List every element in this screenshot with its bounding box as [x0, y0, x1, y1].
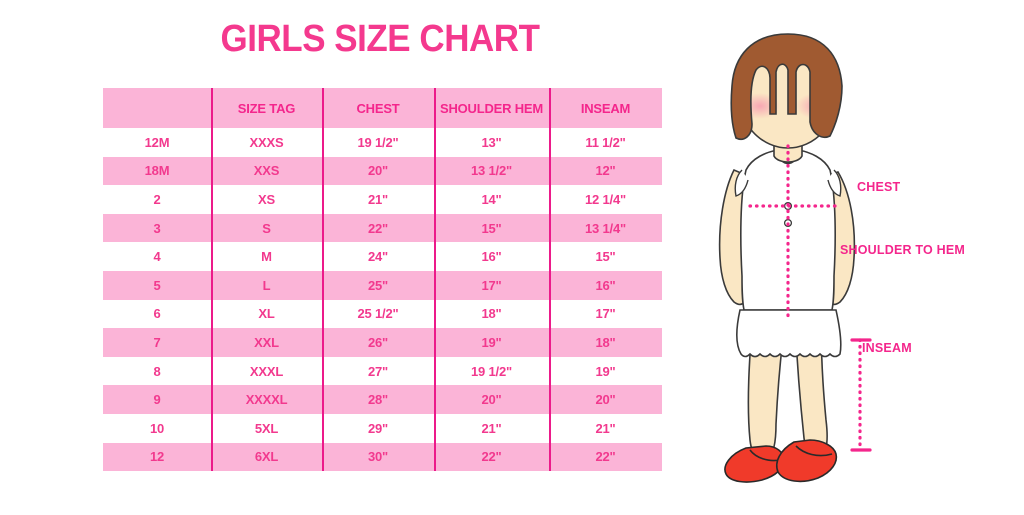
cell-size-tag: XS — [211, 185, 322, 214]
cell-chest: 21" — [322, 185, 434, 214]
column-header-chest: CHEST — [322, 88, 434, 128]
cell-size-tag: S — [211, 213, 322, 243]
cell-inseam: 21" — [549, 413, 662, 443]
table-row: 18M XXS 20" 13 1/2" 12" — [103, 156, 662, 186]
column-header-size — [103, 88, 211, 128]
cell-shoulder-hem: 14" — [434, 185, 549, 214]
cell-inseam: 18" — [549, 328, 662, 357]
cell-size-tag: XXS — [211, 156, 322, 186]
table-row: 3 S 22" 15" 13 1/4" — [103, 213, 662, 243]
cell-shoulder-hem: 16" — [434, 242, 549, 271]
table-row: 12 6XL 30" 22" 22" — [103, 442, 662, 472]
cell-inseam: 13 1/4" — [549, 213, 662, 243]
table-row: 12M XXXS 19 1/2" 13" 11 1/2" — [103, 128, 662, 157]
cell-size-tag: XXXL — [211, 356, 322, 386]
cell-shoulder-hem: 18" — [434, 299, 549, 329]
cell-inseam: 17" — [549, 299, 662, 329]
cell-chest: 22" — [322, 213, 434, 243]
cell-inseam: 12" — [549, 156, 662, 186]
cell-size-tag: L — [211, 270, 322, 300]
cell-size: 6 — [103, 299, 211, 329]
cell-size: 8 — [103, 356, 211, 386]
cell-inseam: 20" — [549, 385, 662, 414]
cell-size-tag: M — [211, 242, 322, 271]
cell-inseam: 16" — [549, 270, 662, 300]
cell-chest: 25" — [322, 270, 434, 300]
cell-size-tag: 6XL — [211, 442, 322, 472]
cell-size: 18M — [103, 156, 211, 186]
shoulder-hem-annotation-label: SHOULDER TO HEM — [840, 243, 965, 257]
table-body: 12M XXXS 19 1/2" 13" 11 1/2" 18M XXS 20" 13 1/2"… — [103, 128, 662, 472]
cell-shoulder-hem: 22" — [434, 442, 549, 472]
cell-size: 12M — [103, 128, 211, 157]
page-title: GIRLS SIZE CHART — [220, 18, 540, 60]
cell-shoulder-hem: 17" — [434, 270, 549, 300]
column-header-shoulder-hem: SHOULDER HEM — [434, 88, 549, 128]
cell-size: 4 — [103, 242, 211, 271]
table-row: 5 L 25" 17" 16" — [103, 270, 662, 300]
cell-size: 12 — [103, 442, 211, 472]
cell-shoulder-hem: 21" — [434, 413, 549, 443]
chest-annotation-label: CHEST — [857, 180, 901, 194]
cell-chest: 28" — [322, 385, 434, 414]
table-header: SIZE TAG CHEST SHOULDER HEM INSEAM — [103, 88, 662, 128]
table-row: 4 M 24" 16" 15" — [103, 242, 662, 271]
cell-size: 10 — [103, 413, 211, 443]
cell-chest: 29" — [322, 413, 434, 443]
inseam-end-caps — [850, 338, 872, 452]
cell-chest: 25 1/2" — [322, 299, 434, 329]
cell-shoulder-hem: 19 1/2" — [434, 356, 549, 386]
cell-shoulder-hem: 13" — [434, 128, 549, 157]
table-row: 9 XXXXL 28" 20" 20" — [103, 385, 662, 414]
table-row: 7 XXL 26" 19" 18" — [103, 328, 662, 357]
table-row: 10 5XL 29" 21" 21" — [103, 413, 662, 443]
cell-inseam: 22" — [549, 442, 662, 472]
cell-size-tag: XL — [211, 299, 322, 329]
size-chart-table: SIZE TAG CHEST SHOULDER HEM INSEAM 12M XX… — [103, 88, 662, 472]
cell-size-tag: XXXS — [211, 128, 322, 157]
cell-shoulder-hem: 19" — [434, 328, 549, 357]
cell-chest: 20" — [322, 156, 434, 186]
cell-shoulder-hem: 13 1/2" — [434, 156, 549, 186]
girl-figure-illustration — [690, 10, 1024, 510]
cell-inseam: 12 1/4" — [549, 185, 662, 214]
measurement-lines — [748, 144, 862, 452]
cell-inseam: 15" — [549, 242, 662, 271]
cell-inseam: 11 1/2" — [549, 128, 662, 157]
skirt — [735, 309, 842, 358]
cell-size: 7 — [103, 328, 211, 357]
cell-chest: 27" — [322, 356, 434, 386]
shoes — [724, 439, 838, 483]
cell-chest: 19 1/2" — [322, 128, 434, 157]
cell-chest: 26" — [322, 328, 434, 357]
table-row: 6 XL 25 1/2" 18" 17" — [103, 299, 662, 329]
cell-chest: 24" — [322, 242, 434, 271]
hair — [730, 33, 843, 140]
cell-size-tag: XXL — [211, 328, 322, 357]
cell-inseam: 19" — [549, 356, 662, 386]
cell-size: 2 — [103, 185, 211, 214]
cell-shoulder-hem: 15" — [434, 213, 549, 243]
cell-chest: 30" — [322, 442, 434, 472]
cell-size-tag: 5XL — [211, 413, 322, 443]
table-header-row: SIZE TAG CHEST SHOULDER HEM INSEAM — [103, 88, 662, 128]
table-row: 8 XXXL 27" 19 1/2" 19" — [103, 356, 662, 386]
column-header-size-tag: SIZE TAG — [211, 88, 322, 128]
table-row: 2 XS 21" 14" 12 1/4" — [103, 185, 662, 214]
column-header-inseam: INSEAM — [549, 88, 662, 128]
cell-size: 3 — [103, 213, 211, 243]
cell-size-tag: XXXXL — [211, 385, 322, 414]
cell-size: 5 — [103, 270, 211, 300]
cell-size: 9 — [103, 385, 211, 414]
cell-shoulder-hem: 20" — [434, 385, 549, 414]
inseam-annotation-label: INSEAM — [862, 341, 912, 355]
